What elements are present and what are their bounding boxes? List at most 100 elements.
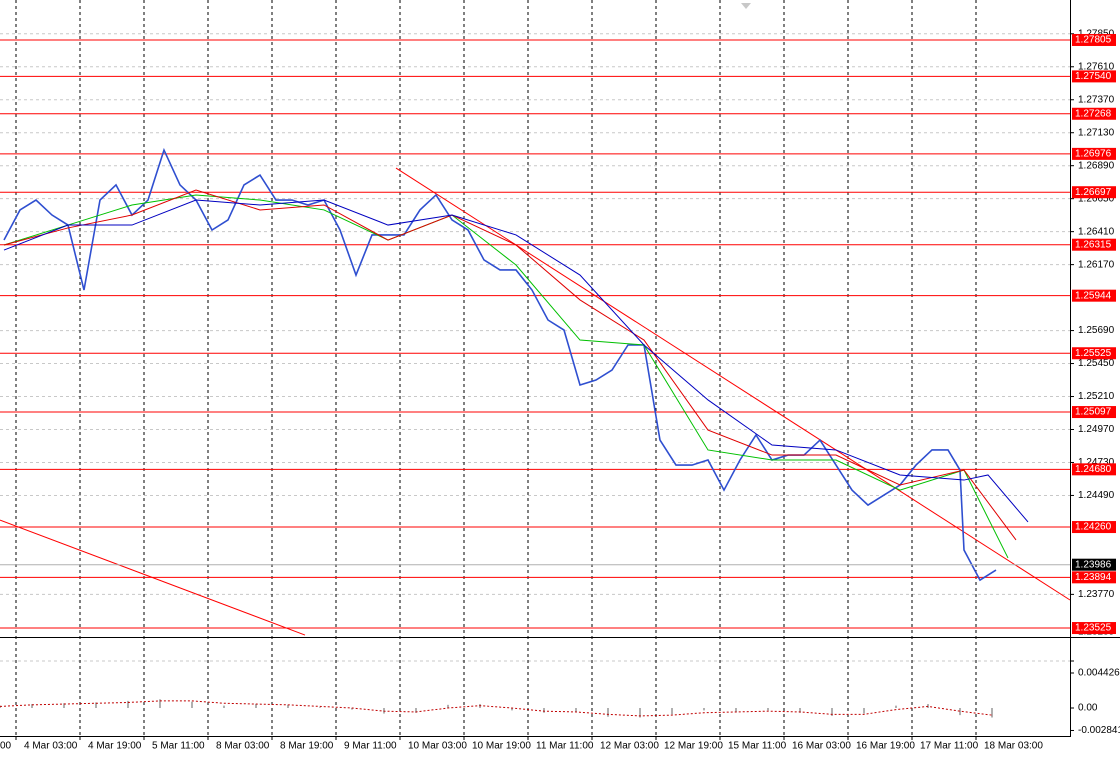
histogram-bar: [415, 708, 417, 713]
x-tick-label: 12 Mar 03:00: [600, 741, 659, 752]
y-tick-label: 1.27130: [1078, 127, 1115, 138]
x-tick-label: 5 Mar 11:00: [152, 741, 205, 752]
histogram-bar: [287, 704, 289, 709]
level-label: 1.24260: [1075, 522, 1112, 533]
level-label-box: [1072, 70, 1116, 83]
last-price-box: [1072, 558, 1116, 571]
histogram-bar: [831, 708, 833, 716]
shift-marker: [741, 3, 751, 9]
y-tick-label: 1.26890: [1078, 160, 1115, 171]
level-label: 1.27805: [1075, 35, 1112, 46]
y-tick-label: 1.25690: [1078, 325, 1115, 336]
y-tick-label: 1.24490: [1078, 490, 1115, 501]
level-label: 1.26697: [1075, 187, 1112, 198]
histogram-bar: [991, 708, 993, 718]
moving-average: [3, 189, 1017, 541]
histogram-bar: [959, 708, 961, 716]
x-tick-label: 10 Mar 03:00: [408, 741, 467, 752]
y-tick-label: 0.004426: [1078, 668, 1120, 679]
histogram-bar: [639, 708, 641, 718]
x-tick-label: 8 Mar 19:00: [280, 741, 334, 752]
histogram-bar: [735, 708, 737, 712]
x-tick-label: 8 Mar 03:00: [216, 741, 270, 752]
level-label-box: [1072, 521, 1116, 534]
histogram-bar: [703, 708, 705, 711]
x-tick-label: 00: [0, 741, 12, 752]
signal-line: [0, 700, 993, 717]
histogram-bar: [351, 708, 353, 710]
level-label-box: [1072, 622, 1116, 635]
level-label: 1.23525: [1075, 623, 1112, 634]
level-label: 1.25525: [1075, 348, 1112, 359]
level-label-box: [1072, 347, 1116, 360]
histogram-bar: [511, 708, 513, 711]
histogram-bar: [671, 708, 673, 715]
level-label-box: [1072, 463, 1116, 476]
y-tick-label: 1.25210: [1078, 391, 1115, 402]
moving-average: [3, 199, 1029, 523]
x-tick-label: 4 Mar 19:00: [88, 741, 142, 752]
level-label: 1.26976: [1075, 149, 1112, 160]
level-label: 1.26315: [1075, 239, 1112, 250]
histogram-bar: [95, 702, 97, 709]
price-line: [3, 147, 997, 582]
y-tick-label: 1.23770: [1078, 589, 1115, 600]
level-label: 1.23894: [1075, 572, 1112, 583]
histogram-bar: [31, 704, 33, 709]
y-tick-label: 1.25450: [1078, 358, 1115, 369]
x-tick-label: 17 Mar 11:00: [920, 741, 979, 752]
trend-line: [395, 167, 1071, 601]
level-label: 1.27540: [1075, 71, 1112, 82]
histogram-bar: [127, 700, 129, 709]
histogram-bar: [191, 701, 193, 709]
x-tick-label: 4 Mar 03:00: [24, 741, 78, 752]
y-tick-label: 0.00: [1078, 703, 1098, 714]
histogram-bar: [575, 708, 577, 712]
histogram-bar: [607, 708, 609, 717]
level-label-box: [1072, 238, 1116, 251]
level-label: 1.25097: [1075, 407, 1112, 418]
x-tick-label: 16 Mar 03:00: [792, 741, 851, 752]
x-tick-label: 10 Mar 19:00: [472, 741, 531, 752]
y-tick-label: 1.27610: [1078, 61, 1115, 72]
level-label: 1.27268: [1075, 108, 1112, 119]
histogram-bar: [863, 708, 865, 714]
histogram-bar: [767, 708, 769, 711]
level-label: 1.25944: [1075, 290, 1112, 301]
y-tick-label: 1.24970: [1078, 424, 1115, 435]
level-label-box: [1072, 289, 1116, 302]
histogram-bar: [223, 705, 225, 709]
x-tick-label: 12 Mar 19:00: [664, 741, 723, 752]
y-tick-label: 1.27850: [1078, 28, 1115, 39]
y-tick-label: 1.26170: [1078, 259, 1115, 270]
histogram-bar: [159, 699, 161, 709]
last-price-label: 1.23986: [1075, 559, 1112, 570]
histogram-bar: [63, 703, 65, 709]
histogram-bar: [447, 704, 449, 709]
trend-line: [0, 519, 306, 636]
histogram-bar: [319, 707, 321, 709]
histogram-bar: [543, 708, 545, 713]
y-tick-label: 1.26650: [1078, 193, 1115, 204]
y-tick-label: -0.002841: [1078, 725, 1120, 736]
level-label-box: [1072, 33, 1116, 46]
histogram-bar: [895, 705, 897, 709]
level-label-box: [1072, 186, 1116, 199]
y-tick-label: 1.26410: [1078, 226, 1115, 237]
y-tick-label: 1.27370: [1078, 94, 1115, 105]
x-tick-label: 18 Mar 03:00: [984, 741, 1043, 752]
x-tick-label: 16 Mar 19:00: [856, 741, 915, 752]
level-label-box: [1072, 147, 1116, 160]
level-label: 1.24680: [1075, 464, 1112, 475]
level-label-box: [1072, 571, 1116, 584]
histogram-bar: [255, 704, 257, 709]
x-tick-label: 15 Mar 11:00: [728, 741, 787, 752]
y-tick-label: 1.24730: [1078, 457, 1115, 468]
level-label-box: [1072, 406, 1116, 419]
x-tick-label: 11 Mar 11:00: [536, 741, 594, 752]
level-label-box: [1072, 107, 1116, 120]
histogram-bar: [799, 708, 801, 713]
x-tick-label: 9 Mar 11:00: [344, 741, 397, 752]
